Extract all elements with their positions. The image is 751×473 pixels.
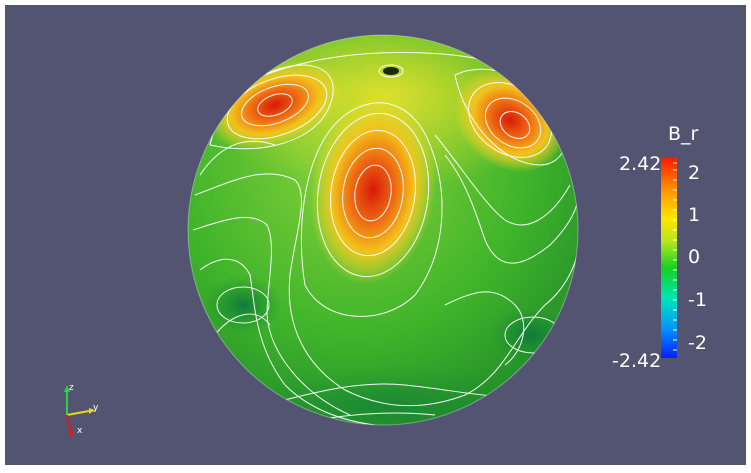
hotspot-center: [310, 95, 436, 285]
axis-x-line: [66, 414, 72, 434]
colorbar-min-label: -2.42: [612, 350, 662, 372]
colorbar-tick-label: -2: [688, 332, 707, 354]
sphere-scene[interactable]: [5, 5, 746, 465]
colorbar-tick-label: -1: [688, 289, 707, 311]
colorbar-title: B_r: [668, 123, 699, 145]
darkspot-left: [203, 275, 283, 335]
axis-z-label: z: [69, 383, 74, 393]
colorbar-tick-label: 0: [688, 246, 701, 268]
axis-y-label: y: [93, 403, 99, 413]
colorbar-tick-label: 1: [688, 204, 701, 226]
pole-mark: [383, 67, 399, 75]
colorbar-tick-label: 2: [688, 162, 701, 184]
render-viewport[interactable]: B_r 2.42 -2.42 2 1 0 -1 -2 z y x: [5, 5, 746, 465]
darkspot-bottom: [235, 365, 535, 425]
colorbar-max-label: 2.42: [619, 153, 662, 175]
axis-x-arrow: [68, 430, 74, 438]
axis-y-line: [66, 410, 90, 416]
contour-lines: [192, 52, 578, 425]
orientation-axes: [64, 385, 95, 438]
axis-y-arrow: [89, 408, 95, 414]
axis-z-arrow: [64, 385, 70, 392]
sphere-rim: [187, 34, 579, 426]
colorbar-ticks: [673, 162, 677, 351]
axis-x-label: x: [77, 426, 83, 436]
colorbar-gradient: [661, 158, 677, 358]
